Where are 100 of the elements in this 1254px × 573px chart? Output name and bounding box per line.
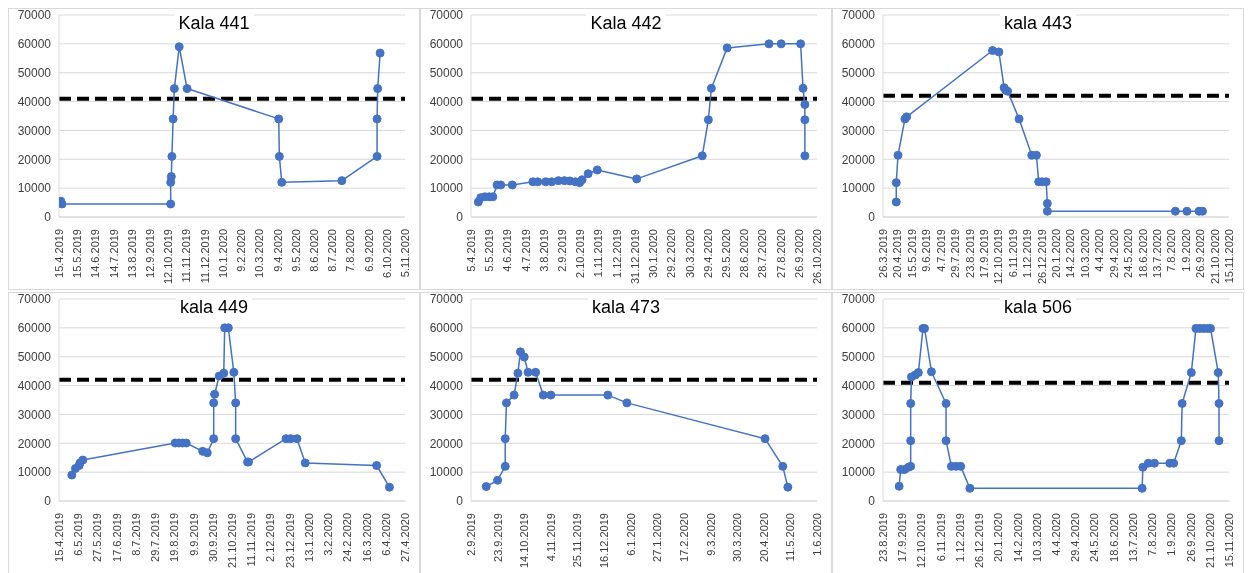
x-tick-label: 28.7.2020: [756, 229, 769, 278]
y-tick-label: 20000: [841, 152, 876, 167]
y-tick-label: 60000: [17, 321, 52, 336]
x-tick-label: 2.10.2019: [574, 229, 587, 278]
x-tick-label: 11.5.2020: [784, 513, 797, 562]
y-tick-label: 20000: [17, 436, 52, 451]
x-tick-label: 10.1.2020: [216, 229, 229, 278]
x-tick-label: 18.6.2020: [1107, 513, 1120, 562]
y-tick-label: 40000: [17, 378, 52, 393]
x-tick-label: 30.3.2020: [683, 229, 696, 278]
y-tick-label: 0: [868, 494, 876, 509]
x-tick-label: 29.5.2020: [719, 229, 732, 278]
x-tick-label: 15.5.2019: [905, 229, 918, 278]
y-tick-label: 40000: [429, 94, 464, 109]
x-tick-label: 23.8.2019: [877, 513, 889, 562]
x-tick-label: 26.9.2020: [1184, 513, 1197, 562]
x-tick-label: 21.10.2019: [226, 513, 238, 569]
x-tick-label: 14.2.2020: [1011, 513, 1024, 562]
x-tick-label: 26.9.2020: [792, 229, 805, 278]
y-tick-label: 60000: [429, 37, 464, 52]
x-tick-label: 21.10.2020: [1208, 229, 1221, 285]
x-tick-label: 30.9.2019: [206, 513, 219, 562]
y-tick-label: 30000: [841, 123, 876, 138]
y-tick-label: 30000: [429, 407, 464, 422]
x-tick-label: 14.10.2019: [518, 513, 531, 569]
y-tick-label: 20000: [841, 436, 876, 451]
x-tick-label: 30.3.2020: [731, 513, 744, 562]
chart-title: kala 506: [999, 297, 1077, 317]
x-tick-label: 6.11.2019: [1006, 229, 1019, 278]
y-tick-label: 50000: [17, 349, 52, 364]
x-tick-label: 7.8.2020: [1165, 229, 1178, 272]
chart-title: Kala 442: [586, 13, 666, 33]
x-tick-label: 13.1.2020: [302, 513, 315, 562]
x-tick-label: 1.9.2020: [1165, 513, 1178, 556]
x-tick-label: 28.6.2020: [738, 229, 751, 278]
y-tick-label: 40000: [429, 378, 464, 393]
x-tick-label: 6.10.2020: [380, 229, 393, 278]
x-tick-label: 31.12.2019: [628, 229, 641, 285]
x-tick-label: 6.4.2020: [379, 513, 392, 556]
x-tick-label: 14.2.2020: [1064, 229, 1077, 278]
y-tick-label: 50000: [429, 65, 464, 80]
x-tick-label: 2.12.2019: [264, 513, 277, 562]
x-tick-label: 4.4.2020: [1093, 229, 1106, 272]
y-tick-label: 10000: [429, 465, 464, 480]
y-tick-label: 10000: [429, 181, 464, 196]
x-tick-label: 10.3.2020: [253, 229, 266, 278]
x-tick-label: 19.8.2019: [168, 513, 181, 562]
y-tick-label: 50000: [429, 349, 464, 364]
x-tick-label: 20.4.2020: [757, 513, 770, 562]
x-tick-label: 1.12.2019: [1021, 229, 1034, 278]
x-tick-label: 15.11.2020: [1223, 229, 1235, 284]
x-tick-label: 8.7.2019: [129, 513, 142, 556]
x-tick-label: 20.4.2019: [891, 229, 904, 278]
x-tick-label: 10.3.2020: [1030, 513, 1043, 562]
x-tick-label: 30.1.2020: [647, 229, 660, 278]
x-tick-label: 1.6.2020: [811, 513, 823, 556]
x-tick-label: 17.9.2019: [977, 229, 990, 278]
x-tick-label: 20.1.2020: [992, 513, 1005, 562]
x-tick-label: 29.7.2019: [949, 229, 962, 278]
x-tick-label: 20.1.2020: [1050, 229, 1062, 278]
x-tick-label: 27.1.2020: [651, 513, 664, 562]
x-tick-label: 15.4.2019: [53, 513, 65, 562]
x-tick-label: 27.4.2020: [399, 513, 411, 562]
chart-title: kala 473: [587, 297, 665, 317]
y-tick-label: 0: [868, 210, 876, 225]
x-tick-label: 9.6.2019: [920, 229, 933, 272]
x-tick-label: 27.8.2020: [774, 229, 787, 278]
x-tick-label: 4.4.2020: [1050, 513, 1062, 556]
x-tick-label: 15.4.2019: [53, 229, 65, 278]
x-tick-label: 4.11.2019: [544, 513, 557, 562]
x-tick-label: 4.6.2019: [501, 229, 514, 272]
y-tick-label: 20000: [429, 152, 464, 167]
y-tick-label: 40000: [841, 378, 876, 393]
x-tick-label: 14.7.2019: [107, 229, 120, 278]
y-tick-label: 0: [44, 210, 52, 225]
x-tick-label: 5.11.2020: [399, 229, 411, 278]
x-tick-label: 26.3.2019: [877, 229, 889, 278]
chart-title: kala 443: [999, 13, 1077, 33]
x-tick-label: 15.11.2020: [1223, 513, 1235, 568]
y-tick-label: 20000: [17, 152, 52, 167]
x-tick-label: 23.8.2019: [963, 229, 976, 278]
y-tick-label: 70000: [841, 292, 876, 307]
x-tick-label: 16.12.2019: [598, 513, 611, 569]
x-tick-label: 13.7.2020: [1126, 513, 1139, 562]
y-tick-label: 70000: [841, 8, 876, 23]
x-tick-label: 16.3.2020: [360, 513, 373, 562]
chart-title: Kala 441: [174, 13, 254, 33]
x-tick-label: 26.10.2020: [811, 229, 823, 285]
x-tick-label: 21.10.2020: [1203, 513, 1216, 569]
x-tick-label: 9.3.2020: [704, 513, 717, 556]
x-tick-label: 6.11.2019: [934, 513, 947, 562]
x-tick-label: 2.9.2019: [465, 513, 477, 556]
x-tick-label: 5.5.2019: [483, 229, 496, 272]
y-tick-label: 20000: [429, 436, 464, 451]
x-tick-label: 10.3.2020: [1078, 229, 1091, 278]
x-tick-label: 6.9.2020: [362, 229, 375, 272]
x-tick-label: 24.5.2020: [1088, 513, 1101, 562]
x-tick-label: 17.2.2020: [677, 513, 690, 562]
y-tick-label: 30000: [429, 123, 464, 138]
y-tick-label: 60000: [841, 37, 876, 52]
